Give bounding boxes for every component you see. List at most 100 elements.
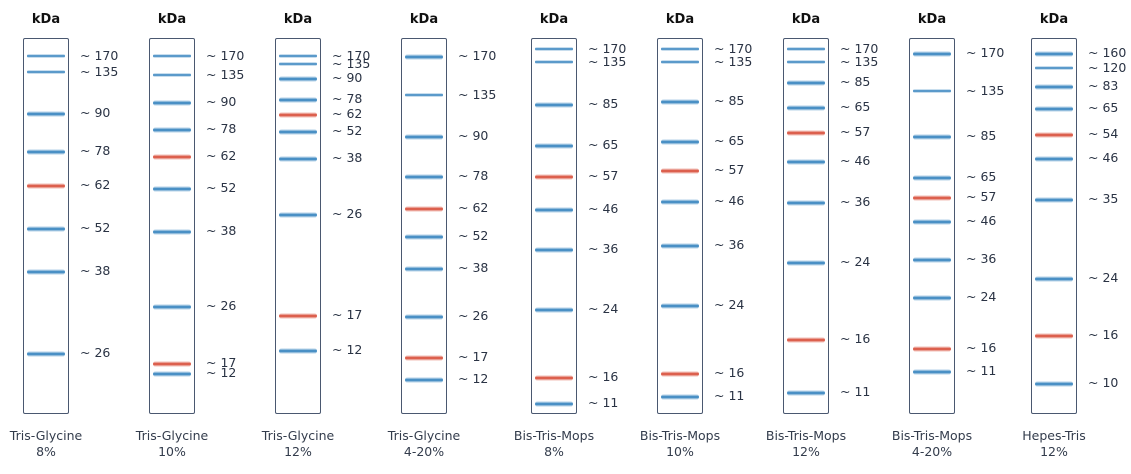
marker-band xyxy=(661,60,699,64)
band-size-label: ~ 46 xyxy=(714,193,745,208)
band-size-label: ~ 26 xyxy=(458,308,489,323)
reference-band xyxy=(405,355,443,361)
band-size-label: ~ 46 xyxy=(840,153,871,168)
gel-percentage: 8% xyxy=(36,444,56,459)
reference-band xyxy=(153,154,191,160)
band-size-label: ~ 65 xyxy=(966,169,997,184)
band-size-label: ~ 135 xyxy=(80,64,119,79)
reference-band xyxy=(405,206,443,212)
marker-band xyxy=(787,60,825,64)
ladder-lane-3 xyxy=(275,38,321,414)
ladder-lane-8 xyxy=(909,38,955,414)
marker-band xyxy=(405,266,443,272)
band-size-label: ~ 135 xyxy=(332,56,371,71)
band-size-label: ~ 46 xyxy=(966,213,997,228)
lane-caption: Bis-Tris-Mops 8% xyxy=(494,428,614,460)
reference-band xyxy=(913,195,951,201)
band-size-label: ~ 24 xyxy=(840,254,871,269)
band-size-label: ~ 65 xyxy=(1088,100,1119,115)
band-size-label: ~ 10 xyxy=(1088,375,1119,390)
marker-band xyxy=(153,229,191,235)
band-size-label: ~ 62 xyxy=(458,200,489,215)
band-size-label: ~ 36 xyxy=(966,251,997,266)
buffer-system: Tris-Glycine xyxy=(387,428,461,443)
band-size-label: ~ 24 xyxy=(1088,270,1119,285)
band-size-label: ~ 11 xyxy=(714,388,745,403)
band-size-label: ~ 62 xyxy=(80,177,111,192)
marker-band xyxy=(787,260,825,266)
reference-band xyxy=(153,361,191,367)
marker-band xyxy=(1035,197,1073,203)
band-size-label: ~ 65 xyxy=(840,99,871,114)
marker-band xyxy=(27,269,65,275)
marker-band xyxy=(913,219,951,225)
band-size-label: ~ 46 xyxy=(1088,150,1119,165)
buffer-system: Tris-Glycine xyxy=(9,428,83,443)
marker-band xyxy=(279,62,317,66)
band-size-label: ~ 11 xyxy=(840,384,871,399)
marker-band xyxy=(405,134,443,140)
marker-band xyxy=(153,371,191,377)
marker-band xyxy=(153,73,191,77)
ladder-lane-5 xyxy=(531,38,577,414)
buffer-system: Bis-Tris-Mops xyxy=(891,428,973,443)
band-size-label: ~ 85 xyxy=(966,128,997,143)
reference-band xyxy=(535,174,573,180)
reference-band xyxy=(279,112,317,118)
marker-band xyxy=(661,394,699,400)
band-size-label: ~ 78 xyxy=(332,91,363,106)
marker-band xyxy=(913,369,951,375)
band-size-label: ~ 57 xyxy=(966,189,997,204)
marker-band xyxy=(787,159,825,165)
gel-percentage: 4-20% xyxy=(403,444,445,459)
band-size-label: ~ 38 xyxy=(206,223,237,238)
band-size-label: ~ 65 xyxy=(588,137,619,152)
reference-band xyxy=(787,130,825,136)
band-size-label: ~ 52 xyxy=(458,228,489,243)
band-size-label: ~ 16 xyxy=(840,331,871,346)
band-size-label: ~ 38 xyxy=(332,150,363,165)
marker-band xyxy=(535,307,573,313)
band-size-label: ~ 38 xyxy=(458,260,489,275)
band-size-label: ~ 170 xyxy=(206,48,245,63)
band-size-label: ~ 52 xyxy=(332,123,363,138)
band-size-label: ~ 85 xyxy=(588,96,619,111)
buffer-system: Bis-Tris-Mops xyxy=(639,428,721,443)
buffer-system: Hepes-Tris xyxy=(1022,428,1086,443)
band-size-label: ~ 12 xyxy=(206,365,237,380)
lane-caption: Tris-Glycine 12% xyxy=(238,428,358,460)
marker-band xyxy=(405,377,443,383)
marker-band xyxy=(661,199,699,205)
gel-percentage: 12% xyxy=(792,444,820,459)
marker-band xyxy=(27,111,65,117)
band-size-label: ~ 170 xyxy=(80,48,119,63)
buffer-system: Tris-Glycine xyxy=(135,428,209,443)
marker-band xyxy=(279,212,317,218)
marker-band xyxy=(913,257,951,263)
band-size-label: ~ 135 xyxy=(458,87,497,102)
marker-band xyxy=(535,47,573,51)
gel-percentage: 10% xyxy=(666,444,694,459)
band-size-label: ~ 16 xyxy=(588,369,619,384)
band-size-label: ~ 17 xyxy=(458,349,489,364)
marker-band xyxy=(661,139,699,145)
band-size-label: ~ 90 xyxy=(206,94,237,109)
marker-band xyxy=(913,295,951,301)
reference-band xyxy=(787,337,825,343)
lane-caption: Tris-Glycine 8% xyxy=(0,428,106,460)
unit-label: kDa xyxy=(157,12,187,27)
marker-band xyxy=(153,304,191,310)
band-size-label: ~ 52 xyxy=(206,180,237,195)
marker-band xyxy=(27,351,65,357)
band-size-label: ~ 57 xyxy=(714,162,745,177)
reference-band xyxy=(535,375,573,381)
band-size-label: ~ 46 xyxy=(588,201,619,216)
unit-label: kDa xyxy=(665,12,695,27)
band-size-label: ~ 170 xyxy=(966,45,1005,60)
marker-band xyxy=(1035,381,1073,387)
band-size-label: ~ 120 xyxy=(1088,60,1127,75)
band-size-label: ~ 83 xyxy=(1088,78,1119,93)
lane-caption: Bis-Tris-Mops 10% xyxy=(620,428,740,460)
marker-band xyxy=(405,234,443,240)
